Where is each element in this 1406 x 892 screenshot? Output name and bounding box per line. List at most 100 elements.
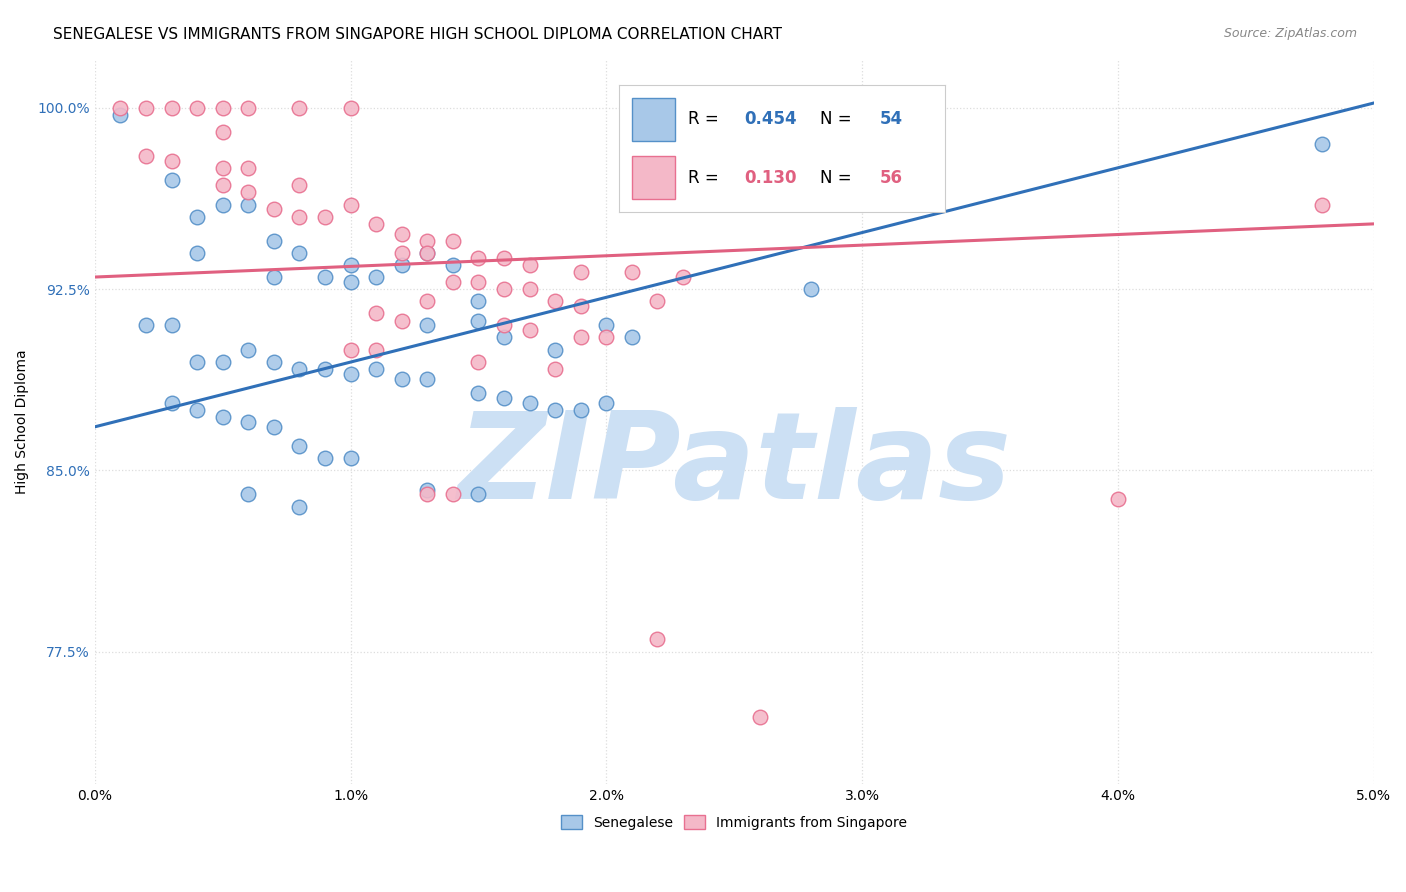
Point <box>288 178 311 193</box>
Point <box>160 318 183 333</box>
Point <box>416 234 439 248</box>
Point <box>416 318 439 333</box>
Point <box>569 299 592 313</box>
Point <box>160 101 183 115</box>
Legend: Senegalese, Immigrants from Singapore: Senegalese, Immigrants from Singapore <box>555 810 912 836</box>
Point <box>366 306 388 320</box>
Point <box>211 101 233 115</box>
Point <box>366 362 388 376</box>
Point <box>339 367 361 381</box>
Point <box>569 403 592 417</box>
Point <box>238 415 260 429</box>
Point <box>211 197 233 211</box>
Point <box>263 234 285 248</box>
Point <box>186 210 208 224</box>
Point <box>366 217 388 231</box>
Point <box>339 258 361 272</box>
Point <box>748 710 770 724</box>
Point <box>211 354 233 368</box>
Point <box>391 371 413 385</box>
Point <box>238 487 260 501</box>
Point <box>339 101 361 115</box>
Point <box>441 234 464 248</box>
Point <box>441 258 464 272</box>
Point <box>263 270 285 285</box>
Point <box>672 270 695 285</box>
Point <box>314 451 336 466</box>
Point <box>288 101 311 115</box>
Point <box>595 318 617 333</box>
Point <box>314 210 336 224</box>
Point <box>441 275 464 289</box>
Point <box>1107 492 1129 507</box>
Point <box>544 403 567 417</box>
Point <box>160 395 183 409</box>
Point <box>416 245 439 260</box>
Point <box>467 487 489 501</box>
Text: ZIPatlas: ZIPatlas <box>457 407 1011 524</box>
Point <box>492 330 515 344</box>
Point <box>544 362 567 376</box>
Y-axis label: High School Diploma: High School Diploma <box>15 350 30 494</box>
Point <box>135 149 157 163</box>
Point <box>186 101 208 115</box>
Point <box>647 632 669 647</box>
Point <box>186 245 208 260</box>
Point <box>620 330 643 344</box>
Point <box>492 391 515 405</box>
Point <box>441 487 464 501</box>
Point <box>416 245 439 260</box>
Point <box>391 245 413 260</box>
Point <box>339 343 361 357</box>
Point <box>263 420 285 434</box>
Point <box>595 330 617 344</box>
Point <box>135 318 157 333</box>
Point <box>211 161 233 176</box>
Point <box>366 270 388 285</box>
Point <box>569 330 592 344</box>
Point <box>314 362 336 376</box>
Text: SENEGALESE VS IMMIGRANTS FROM SINGAPORE HIGH SCHOOL DIPLOMA CORRELATION CHART: SENEGALESE VS IMMIGRANTS FROM SINGAPORE … <box>53 27 782 42</box>
Point <box>416 483 439 497</box>
Point <box>416 487 439 501</box>
Point <box>467 354 489 368</box>
Point <box>160 154 183 169</box>
Point <box>391 313 413 327</box>
Point <box>211 125 233 139</box>
Point <box>288 439 311 453</box>
Point <box>416 371 439 385</box>
Point <box>467 294 489 309</box>
Point <box>519 323 541 337</box>
Point <box>391 258 413 272</box>
Point <box>800 282 823 296</box>
Point <box>620 265 643 279</box>
Point <box>1312 197 1334 211</box>
Point <box>160 173 183 187</box>
Point <box>288 210 311 224</box>
Point <box>467 386 489 401</box>
Point <box>467 313 489 327</box>
Point <box>288 500 311 514</box>
Point <box>492 282 515 296</box>
Point <box>595 395 617 409</box>
Text: Source: ZipAtlas.com: Source: ZipAtlas.com <box>1223 27 1357 40</box>
Point <box>238 161 260 176</box>
Point <box>544 343 567 357</box>
Point <box>519 258 541 272</box>
Point <box>314 270 336 285</box>
Point <box>519 282 541 296</box>
Point <box>569 265 592 279</box>
Point <box>238 101 260 115</box>
Point <box>467 275 489 289</box>
Point <box>1312 137 1334 152</box>
Point <box>135 101 157 115</box>
Point <box>544 294 567 309</box>
Point <box>110 101 132 115</box>
Point <box>391 227 413 241</box>
Point <box>467 251 489 265</box>
Point <box>339 275 361 289</box>
Point <box>186 403 208 417</box>
Point <box>288 245 311 260</box>
Point <box>416 294 439 309</box>
Point <box>238 186 260 200</box>
